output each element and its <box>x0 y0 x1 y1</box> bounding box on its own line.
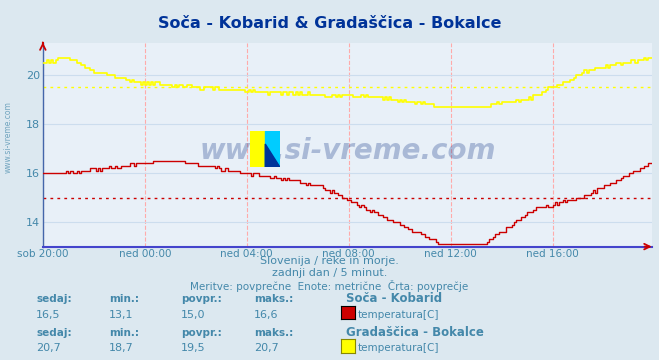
Text: 20,7: 20,7 <box>36 343 61 354</box>
Text: 15,0: 15,0 <box>181 310 206 320</box>
Bar <box>250 131 265 167</box>
Text: Slovenija / reke in morje.: Slovenija / reke in morje. <box>260 256 399 266</box>
Text: Meritve: povprečne  Enote: metrične  Črta: povprečje: Meritve: povprečne Enote: metrične Črta:… <box>190 280 469 292</box>
Text: maks.:: maks.: <box>254 294 293 304</box>
Text: 16,5: 16,5 <box>36 310 61 320</box>
Text: 19,5: 19,5 <box>181 343 206 354</box>
Text: Soča - Kobarid: Soča - Kobarid <box>346 292 442 305</box>
Text: 13,1: 13,1 <box>109 310 133 320</box>
Text: temperatura[C]: temperatura[C] <box>358 343 440 354</box>
Text: www.si-vreme.com: www.si-vreme.com <box>200 137 496 165</box>
Text: min.:: min.: <box>109 328 139 338</box>
Text: 20,7: 20,7 <box>254 343 279 354</box>
Text: 16,6: 16,6 <box>254 310 278 320</box>
Bar <box>265 131 280 167</box>
Text: maks.:: maks.: <box>254 328 293 338</box>
Text: povpr.:: povpr.: <box>181 294 222 304</box>
Text: Soča - Kobarid & Gradaščica - Bokalce: Soča - Kobarid & Gradaščica - Bokalce <box>158 16 501 31</box>
Text: www.si-vreme.com: www.si-vreme.com <box>3 101 13 173</box>
Text: 18,7: 18,7 <box>109 343 134 354</box>
Text: sedaj:: sedaj: <box>36 294 72 304</box>
Text: min.:: min.: <box>109 294 139 304</box>
Text: zadnji dan / 5 minut.: zadnji dan / 5 minut. <box>272 268 387 278</box>
Polygon shape <box>265 144 280 167</box>
Text: sedaj:: sedaj: <box>36 328 72 338</box>
Text: temperatura[C]: temperatura[C] <box>358 310 440 320</box>
Text: Gradaščica - Bokalce: Gradaščica - Bokalce <box>346 325 484 338</box>
Text: povpr.:: povpr.: <box>181 328 222 338</box>
